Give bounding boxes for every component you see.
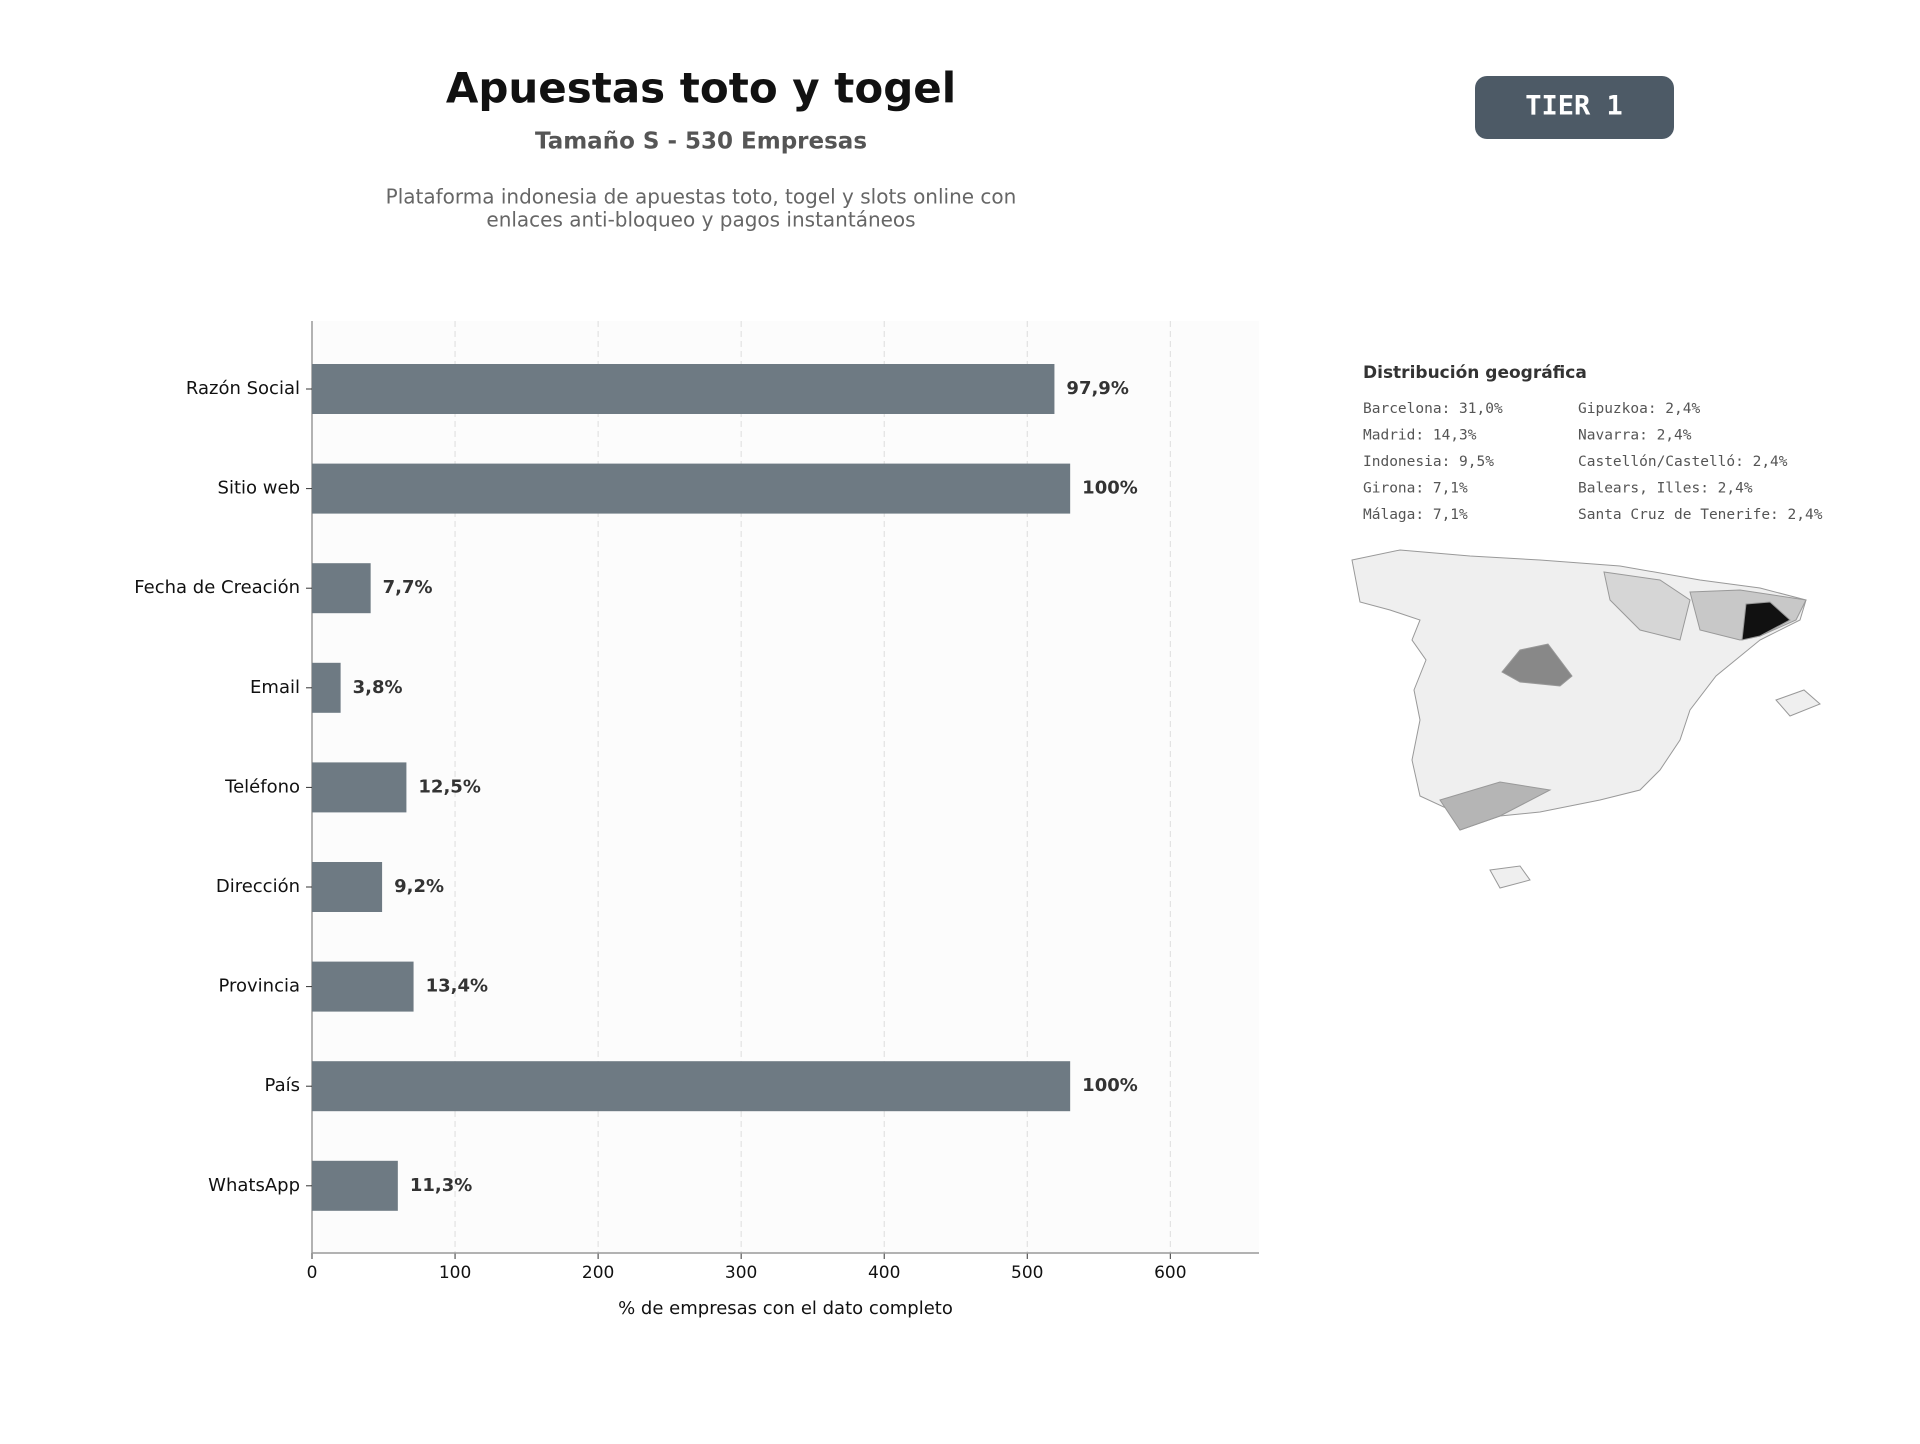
y-tick-label: Teléfono	[224, 776, 300, 797]
geo-item: Castellón/Castelló: 2,4%	[1578, 454, 1788, 470]
bar	[312, 463, 1071, 514]
x-tick-label: 100	[439, 1263, 471, 1283]
geo-item: Gipuzkoa: 2,4%	[1578, 401, 1700, 417]
bar	[312, 563, 371, 614]
value-label: 9,2%	[394, 876, 444, 897]
x-tick-label: 200	[582, 1263, 614, 1283]
x-tick-label: 500	[1011, 1263, 1043, 1283]
x-tick-label: 400	[868, 1263, 900, 1283]
bar	[312, 662, 341, 713]
x-axis-label: % de empresas con el dato completo	[618, 1298, 953, 1319]
value-label: 13,4%	[426, 976, 488, 997]
y-tick-label: Dirección	[216, 876, 300, 897]
geo-item: Santa Cruz de Tenerife: 2,4%	[1578, 507, 1823, 523]
geo-item: Balears, Illes: 2,4%	[1578, 481, 1753, 497]
geo-item: Barcelona: 31,0%	[1363, 401, 1503, 417]
geo-item: Madrid: 14,3%	[1363, 428, 1477, 444]
map	[1351, 549, 1821, 889]
y-tick-label: Razón Social	[186, 378, 300, 399]
geo-item: Málaga: 7,1%	[1363, 507, 1468, 523]
bar	[312, 364, 1055, 414]
geo-title: Distribución geográfica	[1363, 363, 1587, 383]
badge	[1475, 76, 1674, 139]
bar	[312, 862, 383, 912]
y-tick-label: Sitio web	[218, 478, 300, 499]
geo-item: Indonesia: 9,5%	[1363, 454, 1494, 470]
bar	[312, 961, 414, 1012]
value-label: 12,5%	[418, 776, 480, 797]
x-tick-label: 300	[725, 1263, 757, 1283]
x-tick-label: 0	[307, 1263, 318, 1283]
value-label: 100%	[1082, 1075, 1138, 1096]
value-label: 97,9%	[1066, 378, 1128, 399]
y-tick-label: País	[265, 1075, 300, 1096]
description: enlaces anti-bloqueo y pagos instantáneo…	[486, 208, 915, 232]
y-tick-label: Fecha de Creación	[134, 577, 300, 598]
bar	[312, 1061, 1071, 1112]
y-tick-label: Provincia	[218, 976, 300, 997]
subtitle: Tamaño S - 530 Empresas	[535, 129, 867, 155]
x-tick-label: 600	[1154, 1263, 1186, 1283]
value-label: 3,8%	[353, 677, 403, 698]
geo-item: Navarra: 2,4%	[1578, 428, 1692, 444]
title: Apuestas toto y togel	[446, 64, 956, 113]
value-label: 100%	[1082, 478, 1138, 499]
y-tick-label: Email	[250, 677, 300, 698]
geo-item: Girona: 7,1%	[1363, 481, 1468, 497]
bar	[312, 1160, 398, 1211]
value-label: 11,3%	[410, 1175, 472, 1196]
bar	[312, 762, 407, 813]
value-label: 7,7%	[383, 577, 433, 598]
description: Plataforma indonesia de apuestas toto, t…	[386, 185, 1017, 209]
badge-text: TIER 1	[1525, 91, 1623, 122]
y-tick-label: WhatsApp	[208, 1175, 300, 1196]
